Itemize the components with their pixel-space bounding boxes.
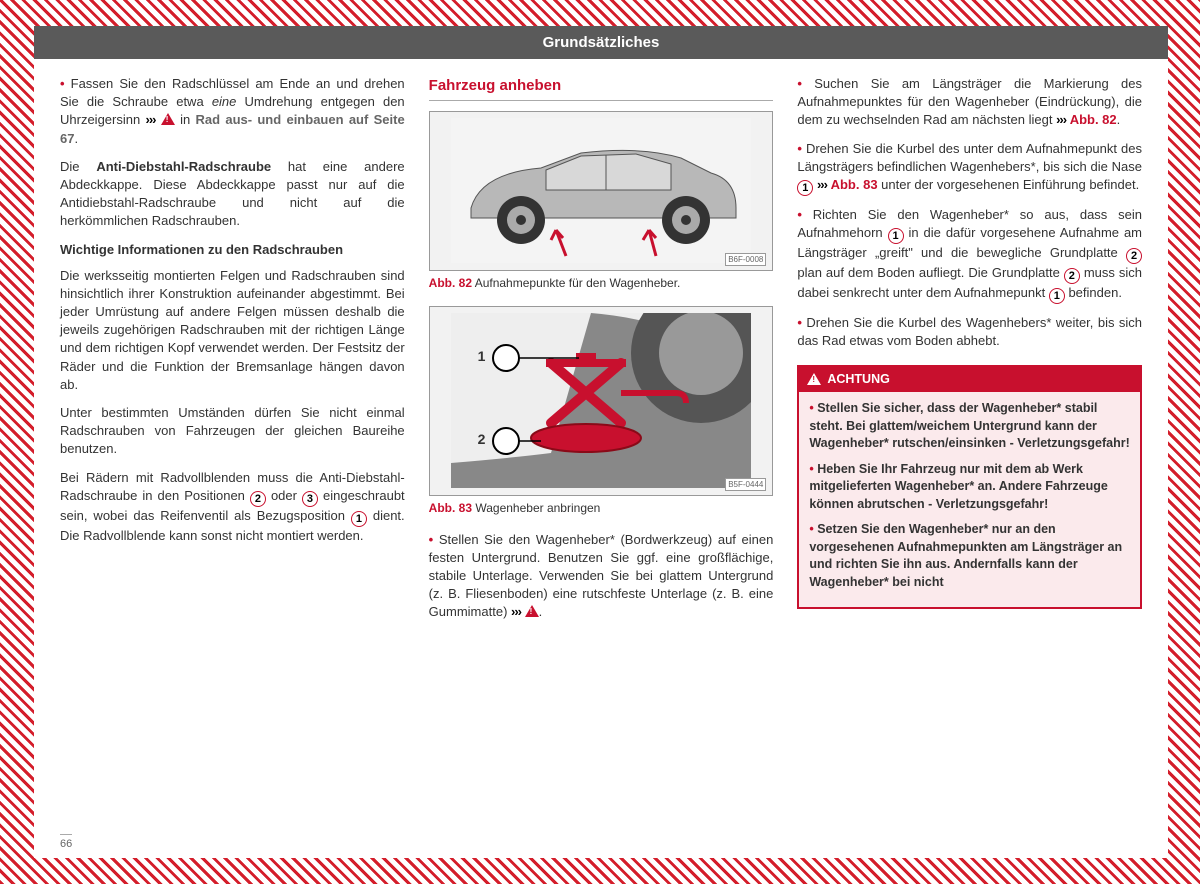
col1-para-3: Die werksseitig montierten Felgen und Ra… xyxy=(60,267,405,394)
circle-number-2: 2 xyxy=(1064,268,1080,284)
content-columns: Fassen Sie den Radschlüssel am Ende an u… xyxy=(60,75,1142,632)
col2-para-1: Stellen Sie den Wagenheber* (Bordwerkzeu… xyxy=(429,531,774,622)
text: Drehen Sie die Kurbel des unter dem Aufn… xyxy=(797,141,1142,174)
caption-text: Aufnahmepunkte für den Wagenheber. xyxy=(475,276,681,290)
warning-item-3: Setzen Sie den Wagenheber* nur an den vo… xyxy=(809,521,1130,591)
page-number: 66 xyxy=(60,834,72,852)
col3-para-1: Suchen Sie am Längsträger die Markierung… xyxy=(797,75,1142,130)
section-heading: Fahrzeug anheben xyxy=(429,75,774,101)
text: in xyxy=(175,112,196,127)
column-3: Suchen Sie am Längsträger die Markierung… xyxy=(797,75,1142,632)
warning-header: ACHTUNG xyxy=(799,367,1140,393)
col1-subheading: Wichtige Informationen zu den Radschraub… xyxy=(60,241,405,259)
warning-item-2: Heben Sie Ihr Fahrzeug nur mit dem ab We… xyxy=(809,461,1130,514)
jack-illustration xyxy=(451,313,751,488)
warning-box: ACHTUNG Stellen Sie sicher, dass der Wag… xyxy=(797,365,1142,610)
figure-83: 1 2 B5F-0444 xyxy=(429,306,774,496)
circle-number-3: 3 xyxy=(302,491,318,507)
circle-number-1: 1 xyxy=(1049,288,1065,304)
text: befinden. xyxy=(1065,285,1122,300)
column-1: Fassen Sie den Radschlüssel am Ende an u… xyxy=(60,75,405,632)
figure-code: B5F-0444 xyxy=(725,478,766,491)
warning-icon xyxy=(525,605,539,617)
circle-number-1: 1 xyxy=(888,228,904,244)
col3-para-2: Drehen Sie die Kurbel des unter dem Aufn… xyxy=(797,140,1142,196)
col3-para-3: Richten Sie den Wagenheber* so aus, dass… xyxy=(797,206,1142,304)
circle-number-2: 2 xyxy=(250,491,266,507)
emphasis: eine xyxy=(212,94,237,109)
chevron-icon: ››› xyxy=(817,177,827,192)
manual-page: Grundsätzliches Fassen Sie den Radschlüs… xyxy=(34,26,1168,858)
col1-para-2: Die Anti-Diebstahl-Radschraube hat eine … xyxy=(60,158,405,231)
circle-number-1: 1 xyxy=(797,180,813,196)
col1-para-4: Unter bestimmten Umständen dürfen Sie ni… xyxy=(60,404,405,459)
circle-number-2: 2 xyxy=(1126,248,1142,264)
warning-triangle-icon xyxy=(807,373,821,385)
chevron-icon: ››› xyxy=(511,604,521,619)
figure-ref[interactable]: Abb. 83 xyxy=(831,177,878,192)
fig82-caption: Abb. 82 Aufnahmepunkte für den Wagenhebe… xyxy=(429,275,774,292)
warning-item-1: Stellen Sie sicher, dass der Wagenheber*… xyxy=(809,400,1130,453)
text: Stellen Sie den Wagenheber* (Bordwerkzeu… xyxy=(429,532,774,620)
column-2: Fahrzeug anheben B6F-0008 xyxy=(429,75,774,632)
fig83-caption: Abb. 83 Wagenheber anbringen xyxy=(429,500,774,517)
chevron-icon: ››› xyxy=(1056,112,1066,127)
warning-body: Stellen Sie sicher, dass der Wagenheber*… xyxy=(799,392,1140,607)
text: . xyxy=(74,131,78,146)
page-title-bar: Grundsätzliches xyxy=(34,26,1168,59)
figure-label: Abb. 83 xyxy=(429,501,472,515)
warning-title: ACHTUNG xyxy=(827,371,890,389)
car-side-illustration xyxy=(451,118,751,263)
col3-para-4: Drehen Sie die Kurbel des Wagenhebers* w… xyxy=(797,314,1142,350)
callout-2: 2 xyxy=(478,430,486,450)
text: plan auf dem Boden aufliegt. Die Grundpl… xyxy=(797,265,1063,280)
text: unter der vorgesehenen Einführung befind… xyxy=(878,177,1140,192)
text: Die xyxy=(60,159,96,174)
col1-para-5: Bei Rädern mit Radvollblenden muss die A… xyxy=(60,469,405,545)
figure-code: B6F-0008 xyxy=(725,253,766,266)
caption-text: Wagenheber anbringen xyxy=(475,501,600,515)
figure-82: B6F-0008 xyxy=(429,111,774,271)
col1-para-1: Fassen Sie den Radschlüssel am Ende an u… xyxy=(60,75,405,148)
figure-ref[interactable]: Abb. 82 xyxy=(1070,112,1117,127)
circle-number-1: 1 xyxy=(351,511,367,527)
chevron-icon: ››› xyxy=(146,112,156,127)
bold-term: Anti-Diebstahl-Radschraube xyxy=(96,159,271,174)
text: . xyxy=(1117,112,1121,127)
text: . xyxy=(539,604,543,619)
figure-label: Abb. 82 xyxy=(429,276,472,290)
callout-1: 1 xyxy=(478,347,486,367)
text: oder xyxy=(266,488,302,503)
warning-icon xyxy=(161,113,175,125)
